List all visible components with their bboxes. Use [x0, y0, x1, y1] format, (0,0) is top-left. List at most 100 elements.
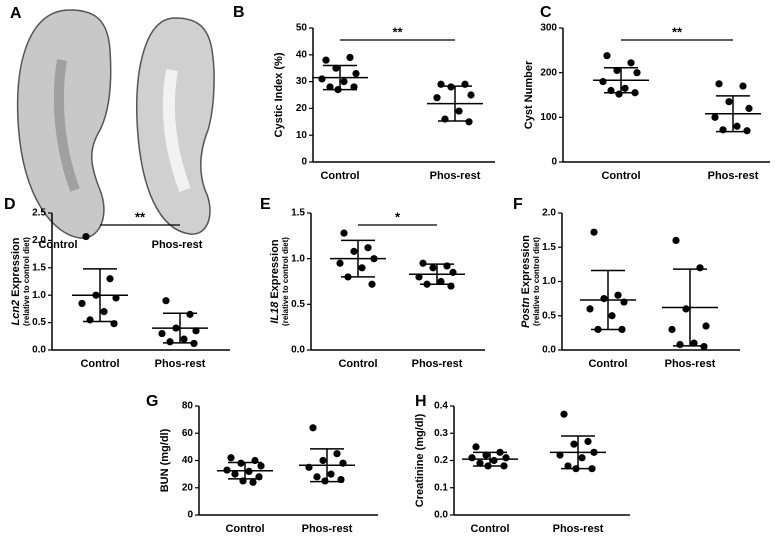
data-point	[350, 247, 358, 255]
panel-label: C	[540, 4, 552, 21]
y-tick-label: 1.5	[32, 262, 46, 273]
data-point	[696, 264, 704, 272]
y-tick-label: 2.0	[32, 235, 46, 246]
y-tick-label: 60	[182, 428, 194, 439]
data-point	[725, 98, 733, 106]
x-tick-label: Phos-rest	[412, 358, 463, 370]
data-point	[578, 454, 586, 462]
data-point	[86, 316, 94, 324]
chart-panel: C 0 100 200 300 Cyst Number Control Phos-rest **	[523, 4, 770, 182]
image-caption: Control	[38, 239, 77, 251]
panel-label: B	[233, 4, 245, 21]
data-point	[490, 456, 498, 465]
data-point	[327, 470, 335, 478]
y-tick-label: 200	[540, 67, 557, 78]
y-axis-label: IL18 Expression	[269, 239, 281, 324]
data-point	[672, 236, 680, 244]
data-point	[192, 327, 200, 335]
data-point	[690, 339, 698, 347]
significance-label: **	[672, 24, 683, 39]
y-label-text: Expression	[10, 237, 22, 297]
data-point	[333, 450, 341, 458]
data-point	[78, 299, 86, 308]
y-label-text: Expression	[520, 235, 532, 295]
panel-label: H	[415, 393, 427, 410]
data-point	[702, 322, 710, 330]
data-point	[467, 91, 475, 99]
data-point	[437, 277, 445, 286]
panel-label: D	[4, 196, 16, 213]
data-point	[627, 59, 635, 67]
data-point	[433, 94, 441, 102]
data-point	[231, 470, 239, 478]
data-point	[590, 228, 598, 236]
y-tick-label: 40	[296, 49, 308, 60]
data-point	[743, 127, 751, 135]
data-point	[599, 78, 607, 86]
y-tick-label: 1.0	[32, 290, 46, 301]
y-axis-label: BUN (mg/dl)	[159, 428, 171, 492]
x-tick-label: Phos-rest	[708, 170, 759, 182]
data-point	[739, 82, 747, 90]
y-tick-label: 0.2	[434, 455, 448, 466]
y-axis-label: Cystic Index (%)	[273, 52, 285, 137]
data-point	[249, 478, 257, 486]
data-point	[227, 454, 235, 462]
data-point	[482, 451, 490, 459]
y-axis-sublabel: (relative to control diet)	[22, 237, 31, 326]
y-tick-label: 0.0	[542, 345, 556, 356]
panel-label: G	[146, 393, 158, 410]
data-point	[614, 291, 622, 299]
data-point	[322, 56, 330, 64]
data-point	[472, 443, 480, 451]
y-tick-label: 0.5	[291, 299, 305, 310]
x-tick-label: Phos-rest	[430, 170, 481, 182]
x-tick-label: Phos-rest	[155, 358, 206, 370]
data-point	[600, 295, 608, 303]
y-axis-label: Creatinine (mg/dl)	[414, 413, 426, 507]
y-axis-sublabel: (relative to control diet)	[281, 237, 290, 326]
y-tick-label: 2.0	[542, 208, 556, 219]
chart-panel: G 0 20 40 60 80 BUN (mg/dl) Control Phos-rest	[146, 393, 378, 535]
chart-panel: D 0.0 0.5 1.0 1.5 2.0 2.5 Lcn2 Expression (relati…	[4, 196, 230, 370]
data-point	[668, 325, 676, 334]
data-point	[502, 454, 510, 462]
data-point	[162, 297, 170, 305]
data-point	[358, 264, 366, 272]
data-point	[340, 229, 348, 237]
y-tick-label: 1.5	[542, 242, 556, 253]
data-point	[429, 264, 437, 272]
kidney-detail	[162, 68, 191, 193]
data-point	[158, 329, 166, 338]
data-point	[100, 308, 108, 316]
y-label-text: Expression	[269, 239, 281, 299]
y-tick-label: 10	[296, 130, 308, 141]
y-tick-label: 100	[540, 112, 557, 123]
y-label-gene: IL18	[269, 301, 281, 324]
y-axis-label: Cyst Number	[523, 60, 535, 129]
x-tick-label: Control	[225, 523, 264, 535]
data-point	[106, 275, 114, 283]
data-point	[676, 340, 684, 349]
y-axis-label: Postn Expression	[520, 235, 532, 328]
y-tick-label: 2.5	[32, 208, 46, 219]
y-tick-label: 1.0	[291, 253, 305, 264]
y-tick-label: 1.0	[542, 276, 556, 287]
y-label-gene: Lcn2	[10, 300, 22, 326]
data-point	[257, 462, 265, 470]
y-tick-label: 40	[182, 455, 194, 466]
y-tick-label: 0	[301, 157, 307, 168]
data-point	[745, 104, 753, 112]
significance-label: **	[135, 209, 146, 224]
data-point	[570, 440, 578, 448]
data-point	[613, 66, 621, 75]
panel-label: A	[10, 5, 22, 22]
y-tick-label: 20	[296, 103, 308, 114]
data-point	[419, 259, 427, 267]
data-point	[319, 456, 327, 465]
data-point	[465, 118, 473, 126]
data-point	[711, 113, 719, 121]
data-point	[82, 232, 90, 241]
panel-label: E	[260, 196, 271, 213]
